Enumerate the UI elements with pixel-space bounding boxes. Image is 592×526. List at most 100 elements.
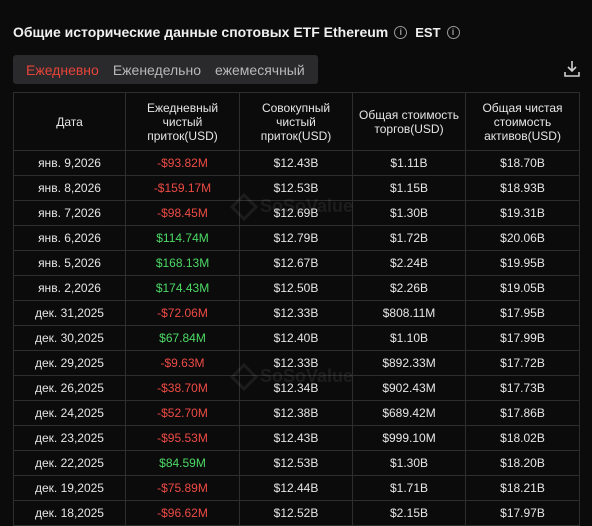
table-row: янв. 6,2026 $114.74M $12.79B $1.72B $20.06B (13, 225, 580, 251)
cell-daily-inflow: -$38.70M (125, 375, 240, 401)
cell-daily-inflow: -$96.62M (125, 500, 240, 526)
cell-date: дек. 29,2025 (13, 350, 126, 376)
cell-date: дек. 19,2025 (13, 475, 126, 501)
cell-cumulative-inflow: $12.33B (239, 300, 353, 326)
cell-date: дек. 24,2025 (13, 400, 126, 426)
cell-cumulative-inflow: $12.34B (239, 375, 353, 401)
cell-date: янв. 5,2026 (13, 250, 126, 276)
table-row: дек. 19,2025 -$75.89M $12.44B $1.71B $18.21B (13, 475, 580, 501)
cell-total-traded: $808.11M (352, 300, 466, 326)
column-header-total-traded[interactable]: Общая стоимость торгов(USD) (352, 92, 466, 151)
cell-daily-inflow: -$75.89M (125, 475, 240, 501)
cell-daily-inflow: -$95.53M (125, 425, 240, 451)
table-row: дек. 22,2025 $84.59M $12.53B $1.30B $18.20B (13, 450, 580, 476)
cell-total-traded: $1.30B (352, 450, 466, 476)
etf-history-table-container: Дата Ежедневный чистый приток(USD) Совок… (13, 92, 580, 526)
table-row: дек. 31,2025 -$72.06M $12.33B $808.11M $17.9… (13, 300, 580, 326)
cell-total-traded: $1.71B (352, 475, 466, 501)
cell-daily-inflow: -$72.06M (125, 300, 240, 326)
etf-history-table: Дата Ежедневный чистый приток(USD) Совок… (13, 92, 580, 526)
cell-cumulative-inflow: $12.53B (239, 175, 353, 201)
table-row: янв. 8,2026 -$159.17M $12.53B $1.15B $18.93B (13, 175, 580, 201)
cell-cumulative-inflow: $12.79B (239, 225, 353, 251)
page-header: Общие исторические данные спотовых ETF E… (13, 24, 460, 40)
cell-daily-inflow: $114.74M (125, 225, 240, 251)
cell-cumulative-inflow: $12.69B (239, 200, 353, 226)
cell-daily-inflow: -$93.82M (125, 150, 240, 176)
cell-net-assets: $20.06B (465, 225, 580, 251)
cell-daily-inflow: $168.13M (125, 250, 240, 276)
cell-total-traded: $902.43M (352, 375, 466, 401)
cell-net-assets: $17.86B (465, 400, 580, 426)
table-row: дек. 23,2025 -$95.53M $12.43B $999.10M $18.0… (13, 425, 580, 451)
cell-net-assets: $19.95B (465, 250, 580, 276)
cell-daily-inflow: -$159.17M (125, 175, 240, 201)
cell-cumulative-inflow: $12.67B (239, 250, 353, 276)
cell-total-traded: $1.15B (352, 175, 466, 201)
table-row: янв. 5,2026 $168.13M $12.67B $2.24B $19.95B (13, 250, 580, 276)
cell-cumulative-inflow: $12.40B (239, 325, 353, 351)
table-row: янв. 7,2026 -$98.45M $12.69B $1.30B $19.31B (13, 200, 580, 226)
scrollbar-track[interactable] (580, 92, 592, 512)
table-header-row: Дата Ежедневный чистый приток(USD) Совок… (13, 92, 580, 151)
cell-date: янв. 7,2026 (13, 200, 126, 226)
cell-total-traded: $2.15B (352, 500, 466, 526)
tab-monthly[interactable]: ежемесячный (215, 61, 305, 78)
cell-net-assets: $18.70B (465, 150, 580, 176)
table-row: янв. 9,2026 -$93.82M $12.43B $1.11B $18.70B (13, 150, 580, 176)
cell-total-traded: $1.72B (352, 225, 466, 251)
cell-date: дек. 18,2025 (13, 500, 126, 526)
column-header-daily-inflow[interactable]: Ежедневный чистый приток(USD) (125, 92, 240, 151)
table-row: дек. 18,2025 -$96.62M $12.52B $2.15B $17.97B (13, 500, 580, 526)
cell-date: янв. 2,2026 (13, 275, 126, 301)
cell-total-traded: $1.11B (352, 150, 466, 176)
cell-net-assets: $17.72B (465, 350, 580, 376)
cell-daily-inflow: -$52.70M (125, 400, 240, 426)
cell-cumulative-inflow: $12.50B (239, 275, 353, 301)
cell-net-assets: $17.99B (465, 325, 580, 351)
cell-total-traded: $689.42M (352, 400, 466, 426)
cell-net-assets: $17.95B (465, 300, 580, 326)
cell-daily-inflow: $84.59M (125, 450, 240, 476)
table-row: дек. 24,2025 -$52.70M $12.38B $689.42M $17.8… (13, 400, 580, 426)
tab-weekly[interactable]: Еженедельно (112, 61, 201, 78)
cell-net-assets: $19.31B (465, 200, 580, 226)
tab-daily[interactable]: Ежедневно (26, 61, 99, 78)
cell-total-traded: $999.10M (352, 425, 466, 451)
cell-date: дек. 31,2025 (13, 300, 126, 326)
cell-date: дек. 22,2025 (13, 450, 126, 476)
table-body: янв. 9,2026 -$93.82M $12.43B $1.11B $18.70B я… (13, 150, 580, 526)
cell-total-traded: $2.24B (352, 250, 466, 276)
table-row: дек. 29,2025 -$9.63M $12.33B $892.33M $17.72… (13, 350, 580, 376)
cell-total-traded: $892.33M (352, 350, 466, 376)
page-title: Общие исторические данные спотовых ETF E… (13, 24, 389, 40)
cell-total-traded: $2.26B (352, 275, 466, 301)
cell-net-assets: $17.73B (465, 375, 580, 401)
cell-cumulative-inflow: $12.44B (239, 475, 353, 501)
cell-date: дек. 23,2025 (13, 425, 126, 451)
info-icon[interactable]: i (394, 25, 408, 39)
table-row: дек. 30,2025 $67.84M $12.40B $1.10B $17.99B (13, 325, 580, 351)
cell-cumulative-inflow: $12.53B (239, 450, 353, 476)
cell-net-assets: $18.93B (465, 175, 580, 201)
table-row: дек. 26,2025 -$38.70M $12.34B $902.43M $17.7… (13, 375, 580, 401)
column-header-net-assets[interactable]: Общая чистая стоимость активов(USD) (465, 92, 580, 151)
column-header-cumulative-inflow[interactable]: Совокупный чистый приток(USD) (239, 92, 353, 151)
cell-daily-inflow: -$98.45M (125, 200, 240, 226)
cell-net-assets: $19.05B (465, 275, 580, 301)
cell-cumulative-inflow: $12.52B (239, 500, 353, 526)
cell-daily-inflow: -$9.63M (125, 350, 240, 376)
cell-date: дек. 30,2025 (13, 325, 126, 351)
cell-total-traded: $1.30B (352, 200, 466, 226)
timezone-info-icon[interactable]: i (446, 25, 460, 39)
download-icon[interactable] (563, 59, 581, 79)
cell-date: янв. 9,2026 (13, 150, 126, 176)
cell-cumulative-inflow: $12.38B (239, 400, 353, 426)
cell-total-traded: $1.10B (352, 325, 466, 351)
cell-cumulative-inflow: $12.43B (239, 150, 353, 176)
cell-daily-inflow: $67.84M (125, 325, 240, 351)
cell-date: янв. 8,2026 (13, 175, 126, 201)
cell-date: дек. 26,2025 (13, 375, 126, 401)
column-header-date[interactable]: Дата (13, 92, 126, 151)
cell-net-assets: $18.21B (465, 475, 580, 501)
